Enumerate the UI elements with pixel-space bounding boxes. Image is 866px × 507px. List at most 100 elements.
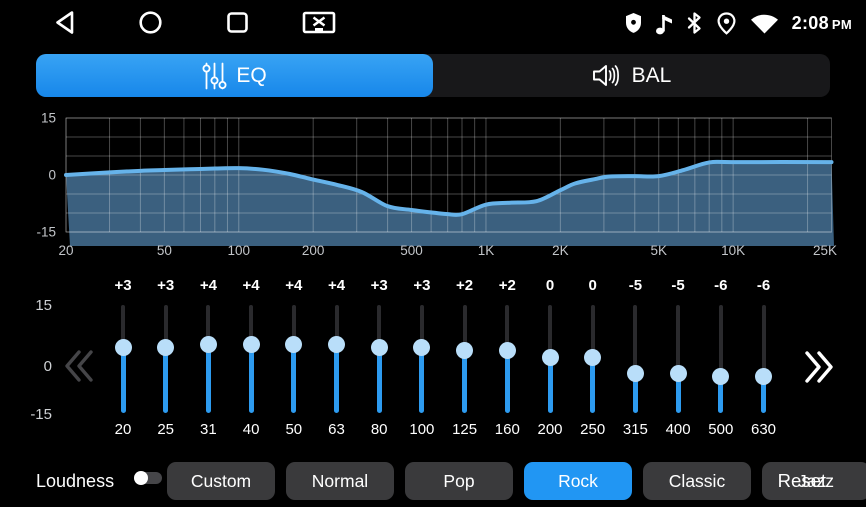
band-slider-track[interactable] bbox=[334, 305, 339, 345]
eq-band-50hz: +4 50 bbox=[273, 277, 315, 439]
band-slider-track[interactable] bbox=[590, 305, 595, 357]
home-icon[interactable] bbox=[137, 9, 164, 36]
band-slider-track[interactable] bbox=[206, 305, 211, 345]
band-slider-fill[interactable] bbox=[632, 373, 638, 413]
band-slider-fill[interactable] bbox=[761, 376, 766, 413]
band-slider-track[interactable] bbox=[548, 305, 552, 357]
band-frequency-label: 40 bbox=[242, 421, 260, 438]
band-slider-track[interactable] bbox=[163, 305, 168, 348]
shield-icon bbox=[625, 13, 641, 33]
band-slider-thumb[interactable] bbox=[199, 335, 217, 353]
band-slider-thumb[interactable] bbox=[626, 364, 644, 382]
eq-band-250hz: 0 250 bbox=[572, 277, 614, 439]
eq-band-630hz: -6 630 bbox=[743, 277, 785, 439]
tab-eq[interactable]: EQ bbox=[36, 54, 433, 97]
band-gain-value: -6 bbox=[714, 277, 728, 294]
band-slider-track[interactable] bbox=[462, 305, 467, 351]
band-slider-thumb[interactable] bbox=[755, 367, 772, 385]
band-slider-track[interactable] bbox=[121, 305, 125, 348]
status-bar: 2:08 PM bbox=[0, 0, 866, 46]
band-slider-thumb[interactable] bbox=[541, 348, 559, 366]
preset-button-classic[interactable]: Classic bbox=[643, 462, 751, 500]
clock: 2:08 PM bbox=[792, 13, 852, 34]
eq-band-20hz: +3 20 bbox=[102, 277, 144, 439]
band-frequency-label: 63 bbox=[328, 421, 345, 438]
band-slider-thumb[interactable] bbox=[285, 335, 303, 353]
band-slider-fill[interactable] bbox=[419, 347, 425, 413]
band-slider-fill[interactable] bbox=[334, 344, 339, 413]
reset-button[interactable]: Reset bbox=[777, 470, 826, 491]
svg-text:10K: 10K bbox=[721, 243, 745, 258]
band-slider-track[interactable] bbox=[249, 305, 254, 345]
band-frequency-label: 630 bbox=[750, 421, 777, 438]
loudness-toggle[interactable] bbox=[134, 471, 162, 485]
band-slider-thumb[interactable] bbox=[328, 335, 345, 353]
slider-scale-max: 15 bbox=[35, 297, 52, 314]
eq-curve-line bbox=[64, 159, 834, 217]
eq-band-200hz: 0 200 bbox=[529, 277, 571, 439]
wifi-icon bbox=[750, 14, 778, 34]
band-slider-track[interactable] bbox=[633, 305, 638, 373]
band-slider-thumb[interactable] bbox=[114, 338, 132, 356]
band-frequency-label: 25 bbox=[157, 421, 175, 438]
band-slider-fill[interactable] bbox=[462, 350, 468, 413]
band-slider-track[interactable] bbox=[291, 305, 296, 345]
band-slider-thumb[interactable] bbox=[413, 338, 431, 356]
band-slider-track[interactable] bbox=[377, 305, 382, 348]
svg-text:25K: 25K bbox=[813, 243, 837, 258]
band-gain-value: +4 bbox=[199, 277, 217, 294]
band-slider-track[interactable] bbox=[676, 305, 681, 373]
band-slider-fill[interactable] bbox=[675, 373, 681, 413]
band-slider-fill[interactable] bbox=[547, 357, 553, 413]
band-slider-fill[interactable] bbox=[120, 347, 126, 413]
preset-button-normal[interactable]: Normal bbox=[286, 462, 394, 500]
band-slider-fill[interactable] bbox=[291, 344, 297, 413]
back-icon[interactable] bbox=[52, 9, 79, 36]
band-slider-thumb[interactable] bbox=[712, 367, 730, 385]
band-gain-value: -6 bbox=[756, 277, 771, 294]
preset-button-jazz[interactable]: Jazz bbox=[762, 462, 866, 500]
band-slider-fill[interactable] bbox=[590, 357, 596, 413]
svg-text:500: 500 bbox=[400, 243, 423, 258]
preset-button-custom[interactable]: Custom bbox=[167, 462, 275, 500]
preset-button-rock[interactable]: Rock bbox=[524, 462, 632, 500]
band-slider-track[interactable] bbox=[505, 305, 510, 351]
tab-bar: EQ BAL bbox=[36, 54, 830, 97]
eq-band-63hz: +4 63 bbox=[316, 277, 358, 439]
chart-tick-labels: 20 50 100 200 500 1K 2K 5K 10K 25K 15 0 -15 bbox=[36, 111, 837, 259]
band-slider-fill[interactable] bbox=[205, 344, 211, 413]
band-slider-thumb[interactable] bbox=[242, 335, 260, 353]
eq-band-400hz: -5 400 bbox=[657, 277, 699, 439]
tab-bal[interactable]: BAL bbox=[433, 54, 830, 97]
band-slider-thumb[interactable] bbox=[498, 342, 516, 360]
eq-band-160hz: +2 160 bbox=[486, 277, 528, 439]
band-gain-value: 0 bbox=[545, 277, 555, 294]
band-slider-thumb[interactable] bbox=[456, 342, 474, 360]
band-frequency-label: 200 bbox=[537, 421, 563, 438]
band-slider-track[interactable] bbox=[761, 305, 766, 377]
chevron-double-right-icon[interactable] bbox=[798, 349, 838, 385]
band-slider-thumb[interactable] bbox=[669, 364, 687, 382]
svg-text:1K: 1K bbox=[478, 243, 495, 258]
band-slider-fill[interactable] bbox=[718, 376, 724, 413]
band-slider-fill[interactable] bbox=[504, 350, 510, 413]
band-slider-thumb[interactable] bbox=[157, 338, 175, 356]
recents-icon[interactable] bbox=[224, 9, 251, 36]
band-gain-value: +3 bbox=[157, 277, 175, 294]
band-gain-value: +3 bbox=[413, 277, 431, 294]
preset-button-pop[interactable]: Pop bbox=[405, 462, 513, 500]
eq-band-100hz: +3 100 bbox=[401, 277, 443, 439]
eq-band-40hz: +4 40 bbox=[230, 277, 272, 439]
screenshot-icon[interactable] bbox=[302, 11, 336, 36]
band-slider-thumb[interactable] bbox=[584, 348, 602, 366]
band-gain-value: -5 bbox=[628, 277, 643, 294]
band-slider-thumb[interactable] bbox=[370, 338, 388, 356]
band-slider-fill[interactable] bbox=[163, 347, 169, 413]
band-slider-fill[interactable] bbox=[376, 347, 382, 413]
loudness-label: Loudness bbox=[36, 470, 115, 491]
band-slider-track[interactable] bbox=[419, 305, 424, 348]
band-slider-track[interactable] bbox=[718, 305, 723, 377]
chevron-double-left-icon[interactable] bbox=[60, 348, 100, 384]
preset-button-group: Custom Normal Pop Rock Classic Jazz bbox=[167, 462, 866, 500]
band-slider-fill[interactable] bbox=[248, 344, 254, 413]
